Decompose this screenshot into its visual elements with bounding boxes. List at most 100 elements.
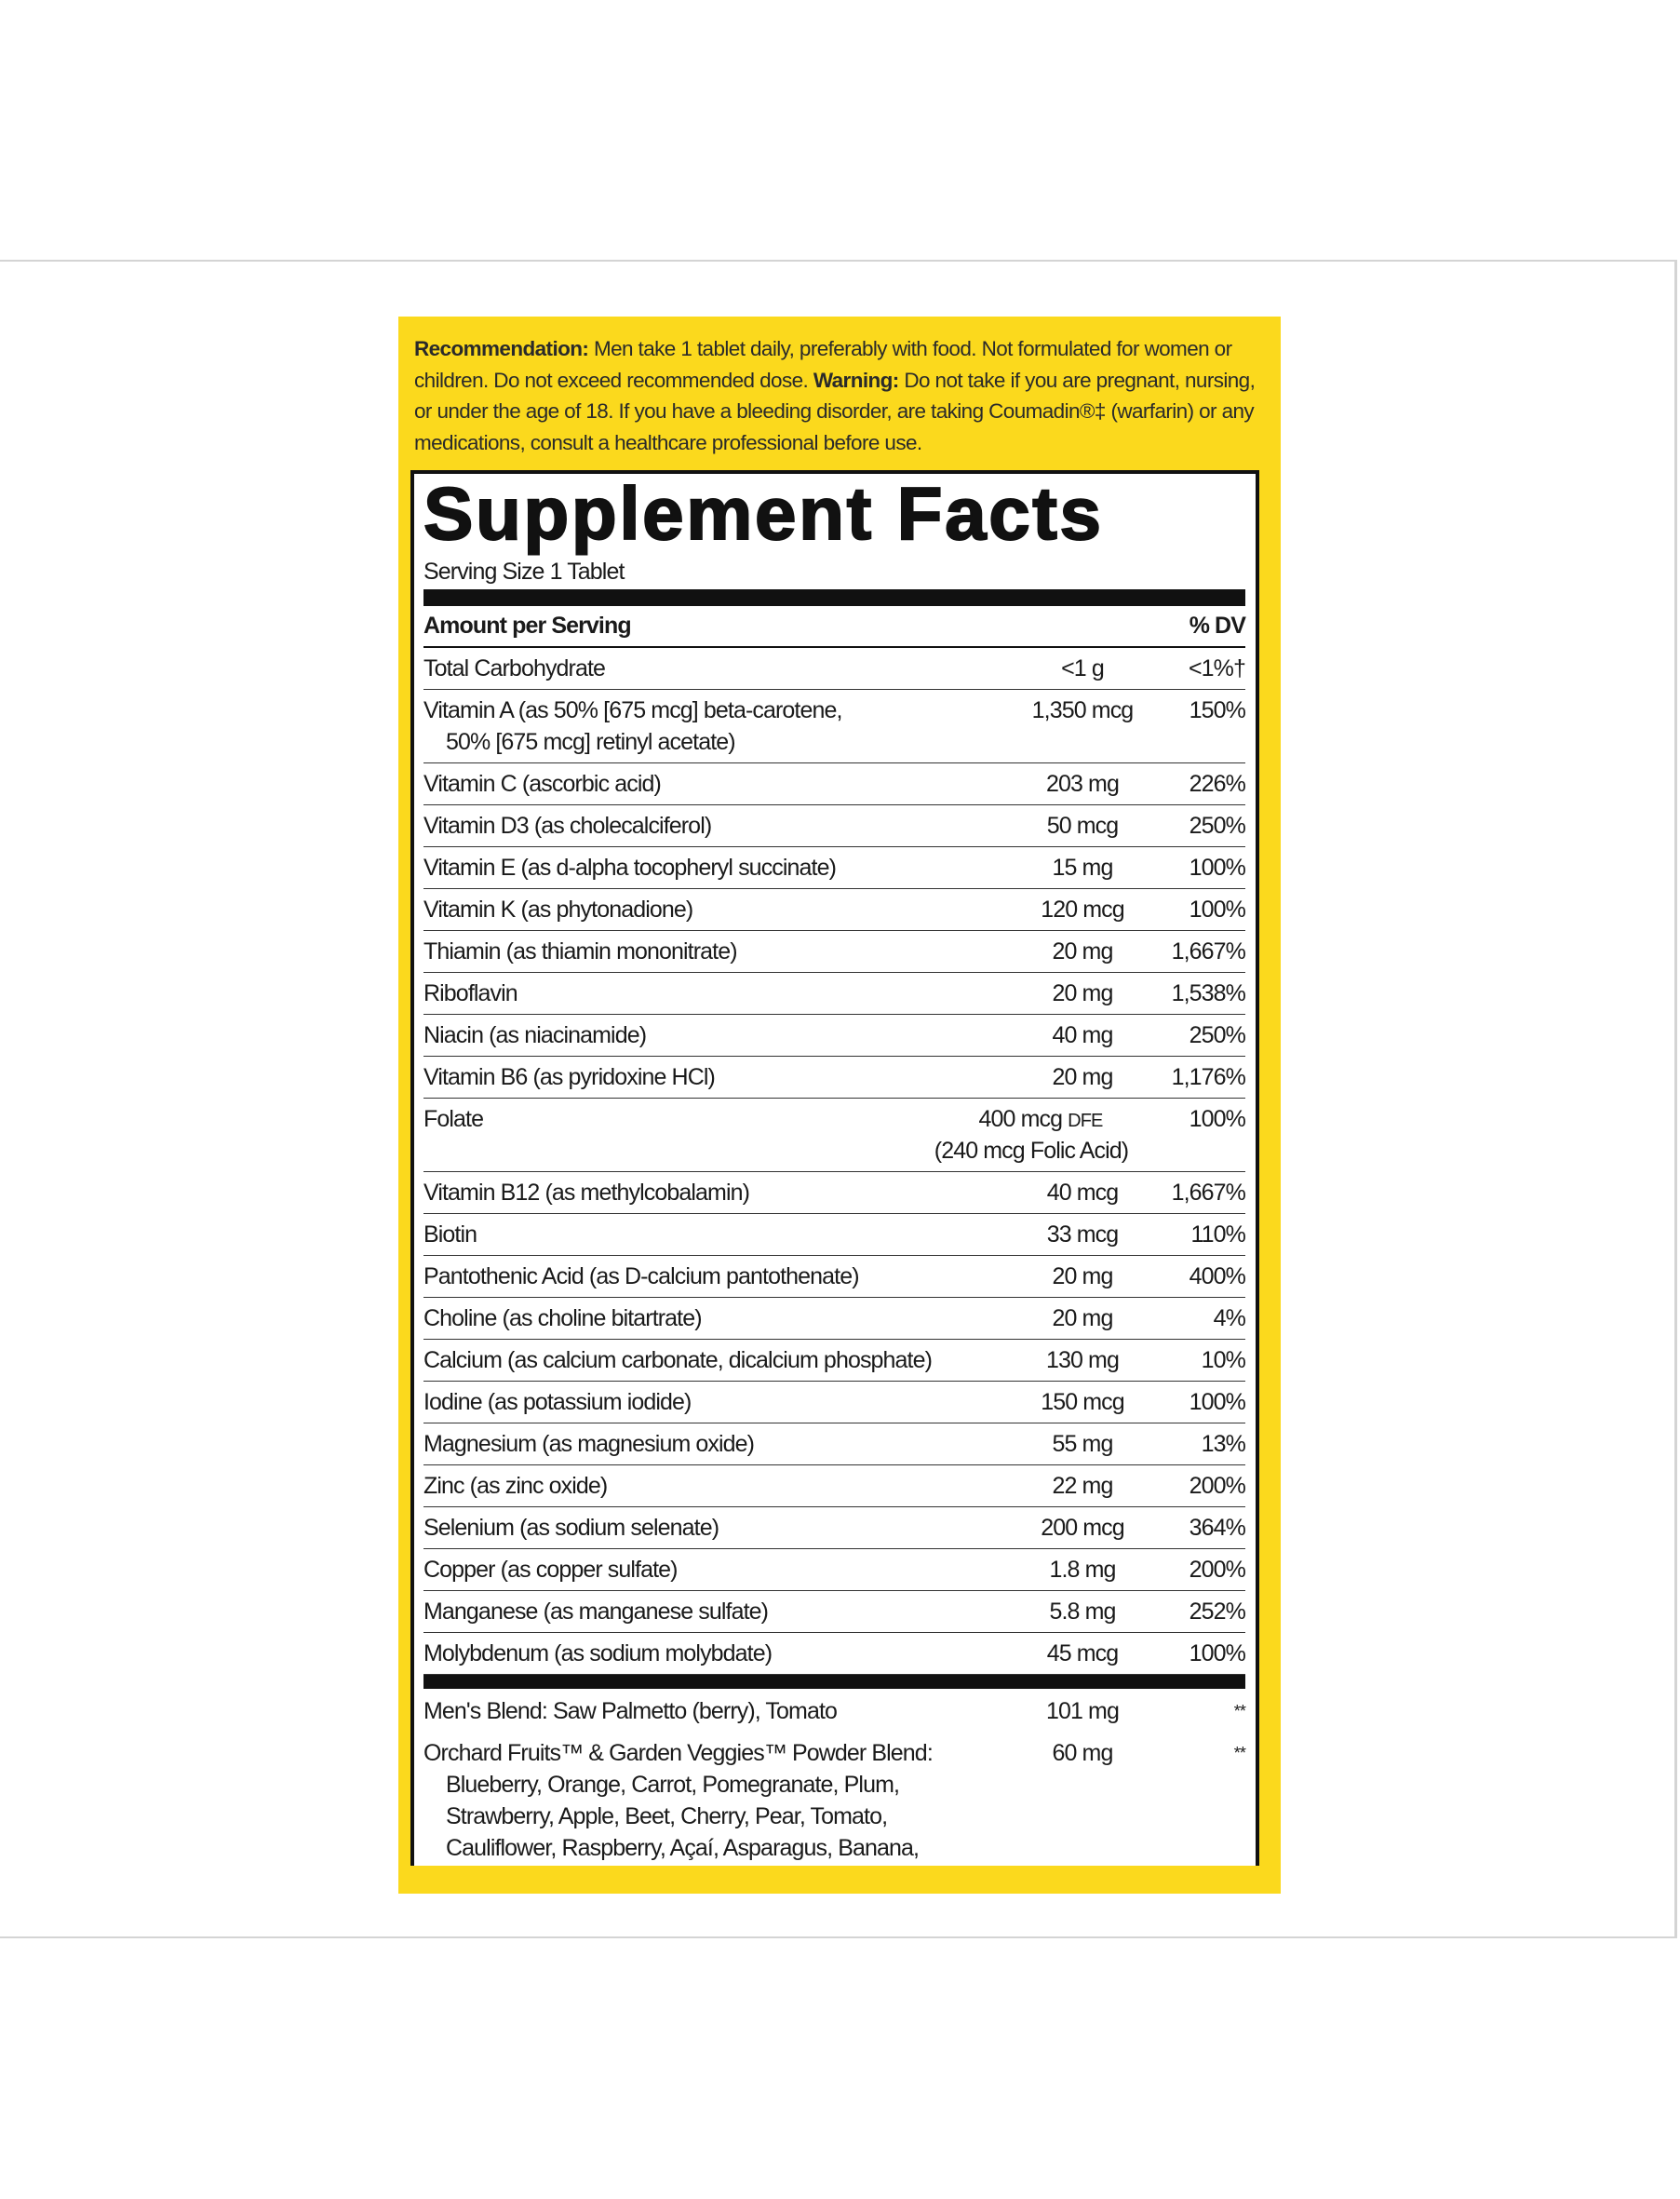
- amount: 130 mg: [1046, 1347, 1120, 1373]
- nutrient-row: Riboflavin 20 mg 1,538%: [423, 973, 1246, 1015]
- nutrient-name: Selenium (as sodium selenate): [423, 1515, 719, 1541]
- amount-line: 50 mcg: [1013, 810, 1152, 842]
- frame: [0, 260, 1677, 1938]
- nutrient-row: Vitamin B6 (as pyridoxine HCl) 20 mg 1,176…: [423, 1057, 1246, 1099]
- nutrient-row: Vitamin D3 (as cholecalciferol) 50 mcg 250…: [423, 805, 1246, 847]
- amount-line: 40 mg: [1013, 1019, 1152, 1051]
- dv: 364%: [1189, 1515, 1246, 1541]
- amount-cell: 5.8 mg: [1013, 1596, 1152, 1627]
- nutrient-row: Total Carbohydrate <1 g <1%†: [423, 648, 1246, 690]
- nutrient-cell: Thiamin (as thiamin mononitrate): [423, 936, 1013, 967]
- amount-line: 20 mg: [1013, 1261, 1152, 1292]
- nutrient-name: Pantothenic Acid (as D-calcium pantothen…: [423, 1263, 860, 1289]
- amount: 400 mcg: [978, 1106, 1063, 1132]
- nutrient-name: Vitamin K (as phytonadione): [423, 897, 693, 923]
- amount-line: 55 mg: [1013, 1428, 1152, 1460]
- amount-cell: 150 mcg: [1013, 1386, 1152, 1418]
- amount-cell: 200 mcg: [1013, 1512, 1152, 1544]
- amount-cell: 40 mg: [1013, 1019, 1152, 1051]
- ingredient-line: Blueberry, Orange, Carrot, Pomegranate, …: [446, 1772, 900, 1798]
- nutrient-name: Vitamin A (as 50% [675 mcg] beta-caroten…: [423, 697, 842, 723]
- nutrient-row: Thiamin (as thiamin mononitrate) 20 mg 1,6…: [423, 931, 1246, 973]
- title: Supplement Facts: [423, 472, 1104, 555]
- nutrient-name: Choline (as choline bitartrate): [423, 1305, 703, 1331]
- amount: 1,350 mcg: [1031, 697, 1135, 723]
- amount-cell: 45 mcg: [1013, 1638, 1152, 1669]
- nutrient-name: Vitamin B6 (as pyridoxine HCl): [423, 1064, 716, 1090]
- amount-cell: 130 mg: [1013, 1344, 1152, 1376]
- amount: 200 mcg: [1041, 1515, 1124, 1541]
- nutrient-row: Magnesium (as magnesium oxide) 55 mg 13%: [423, 1423, 1246, 1465]
- nutrient-name: Zinc (as zinc oxide): [423, 1473, 608, 1499]
- amount: 20 mg: [1052, 1263, 1114, 1289]
- amount: 20 mg: [1052, 980, 1114, 1006]
- dv: 100%: [1189, 1640, 1246, 1666]
- amount-cell: 55 mg: [1013, 1428, 1152, 1460]
- dv: 10%: [1201, 1347, 1246, 1373]
- serving-size: Serving Size 1 Tablet: [423, 559, 625, 585]
- nutrient-row: Choline (as choline bitartrate) 20 mg 4%: [423, 1298, 1246, 1340]
- nutrient-name: Iodine (as potassium iodide): [423, 1389, 692, 1415]
- amount-unit: DFE: [1068, 1111, 1103, 1131]
- dv: 1,176%: [1171, 1064, 1246, 1090]
- amount-cell: 1,350 mcg: [1013, 695, 1152, 758]
- nutrient-cell: Magnesium (as magnesium oxide): [423, 1428, 1013, 1460]
- nutrient-cell: Iodine (as potassium iodide): [423, 1386, 1013, 1418]
- amount: 203 mg: [1046, 771, 1120, 797]
- thick-rule: [423, 589, 1245, 606]
- amount: <1 g: [1061, 655, 1105, 681]
- nutrient-name: Biotin: [423, 1221, 477, 1248]
- dv: 100%: [1189, 897, 1246, 923]
- recommendation-text: Men take 1 tablet daily, preferably with…: [414, 337, 1232, 392]
- nutrient-name: Calcium (as calcium carbonate, dicalcium…: [423, 1347, 933, 1373]
- nutrient-row: Niacin (as niacinamide) 40 mg 250%: [423, 1015, 1246, 1057]
- dv: 1,538%: [1171, 980, 1246, 1006]
- amount-cell: 40 mcg: [1013, 1177, 1152, 1208]
- amount-cell: 120 mcg: [1013, 894, 1152, 925]
- nutrient-name: Vitamin E (as d-alpha tocopheryl succina…: [423, 855, 837, 881]
- amount-line: 20 mg: [1013, 978, 1152, 1009]
- nutrient-name: Thiamin (as thiamin mononitrate): [423, 938, 738, 965]
- supplement-facts: Supplement Facts Serving Size 1 Tablet A…: [410, 470, 1259, 1866]
- amount-line: 1,350 mcg: [1013, 695, 1152, 726]
- amount-line: 1.8 mg: [1013, 1554, 1152, 1585]
- dv: 400%: [1189, 1263, 1246, 1289]
- nutrient-cell: Vitamin B6 (as pyridoxine HCl): [423, 1061, 1013, 1093]
- warning-label: Warning:: [813, 368, 899, 392]
- nutrient-cell: Total Carbohydrate: [423, 653, 1013, 684]
- nutrient-cell: Molybdenum (as sodium molybdate): [423, 1638, 1013, 1669]
- nutrient-name: Riboflavin: [423, 980, 518, 1006]
- nutrient-name: Magnesium (as magnesium oxide): [423, 1431, 755, 1457]
- nutrient-cell: Zinc (as zinc oxide): [423, 1470, 1013, 1502]
- nutrient-name: Vitamin B12 (as methylcobalamin): [423, 1180, 750, 1206]
- nutrient-row: Iodine (as potassium iodide) 150 mcg 100%: [423, 1382, 1246, 1423]
- amount-cell: 60 mg: [1013, 1737, 1152, 1864]
- dv: 1,667%: [1171, 1180, 1246, 1206]
- nutrient-name: Orchard Fruits™ & Garden Veggies™ Powder…: [423, 1740, 934, 1766]
- rows: Total Carbohydrate <1 g <1%† Vitamin A (as …: [423, 648, 1246, 1675]
- header-amount: Amount per Serving: [423, 613, 632, 639]
- amount-cell: 1.8 mg: [1013, 1554, 1152, 1585]
- nutrient-cell: Vitamin B12 (as methylcobalamin): [423, 1177, 1013, 1208]
- amount: 20 mg: [1052, 1305, 1114, 1331]
- amount-cell: 15 mg: [1013, 852, 1152, 884]
- amount: 20 mg: [1052, 938, 1114, 965]
- nutrient-row: Vitamin K (as phytonadione) 120 mcg 100%: [423, 889, 1246, 931]
- amount-line: 203 mg: [1013, 768, 1152, 800]
- amount-line: 5.8 mg: [1013, 1596, 1152, 1627]
- nutrient-cell: Vitamin C (ascorbic acid): [423, 768, 1013, 800]
- nutrient-name: Niacin (as niacinamide): [423, 1022, 647, 1048]
- amount-cell: 20 mg: [1013, 1061, 1152, 1093]
- amount: 22 mg: [1052, 1473, 1114, 1499]
- ingredient-line: Cauliflower, Raspberry, Açaí, Asparagus,…: [446, 1835, 920, 1861]
- amount-line: 45 mcg: [1013, 1638, 1152, 1669]
- amount-cell: 20 mg: [1013, 978, 1152, 1009]
- nutrient-cell: Vitamin K (as phytonadione): [423, 894, 1013, 925]
- nutrient-cell: Niacin (as niacinamide): [423, 1019, 1013, 1051]
- amount-cell: <1 g: [1013, 653, 1152, 684]
- ingredient-line: Strawberry, Apple, Beet, Cherry, Pear, T…: [446, 1803, 888, 1829]
- amount: 150 mcg: [1041, 1389, 1124, 1415]
- nutrient-cell: Choline (as choline bitartrate): [423, 1302, 1013, 1334]
- warning-text: Do not take if you are pregnant, nursing…: [414, 368, 1256, 454]
- nutrient-cell: Men's Blend: Saw Palmetto (berry), Tomat…: [423, 1695, 1013, 1727]
